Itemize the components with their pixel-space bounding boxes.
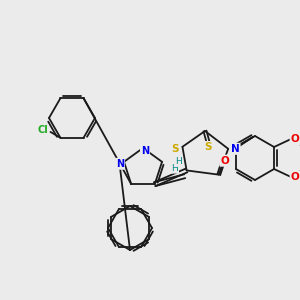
Text: Cl: Cl <box>37 125 48 135</box>
Text: S: S <box>172 144 179 154</box>
Text: O: O <box>291 134 299 144</box>
Text: N: N <box>141 146 149 156</box>
Text: N: N <box>116 159 124 169</box>
Text: O: O <box>291 172 299 182</box>
Text: H: H <box>171 164 178 173</box>
Text: H: H <box>175 157 182 166</box>
Text: S: S <box>204 142 212 152</box>
Text: N: N <box>231 144 240 154</box>
Text: O: O <box>220 156 229 166</box>
